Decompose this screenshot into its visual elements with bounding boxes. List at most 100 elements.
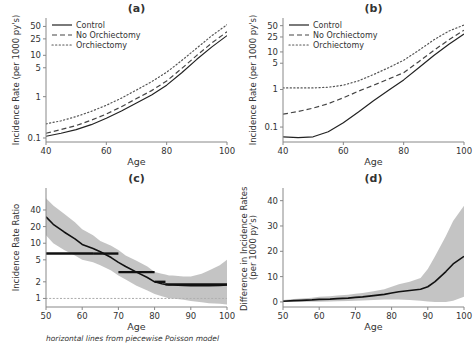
legend-label: Orchiectomy xyxy=(313,41,364,50)
confidence-band xyxy=(283,206,464,302)
panel: 0102030405060708090100(d)AgeDifference i… xyxy=(239,172,473,332)
y-tick xyxy=(280,127,283,128)
y-tick-label: 0 xyxy=(273,297,278,307)
y-tick xyxy=(43,26,46,27)
y-axis-label-line: Incidence Rate (per 1000 py's) xyxy=(11,15,21,146)
y-tick-label: 10 xyxy=(267,47,278,57)
x-tick xyxy=(46,142,47,145)
y-tick-label: 1 xyxy=(36,293,41,303)
y-tick-label: 50 xyxy=(30,21,41,31)
x-tick xyxy=(355,307,356,310)
legend-label: Control xyxy=(76,21,105,30)
x-tick xyxy=(319,307,320,310)
x-tick xyxy=(82,307,83,310)
x-tick xyxy=(154,307,155,310)
y-tick-label: 5 xyxy=(273,58,278,68)
y-tick-label: 5 xyxy=(36,63,41,73)
y-tick-label: 1 xyxy=(36,92,41,102)
x-tick xyxy=(227,142,228,145)
step-line xyxy=(93,252,118,254)
title: (a) xyxy=(128,2,145,15)
y-tick xyxy=(280,251,283,252)
x-tick-label: 40 xyxy=(41,146,52,156)
plot-area xyxy=(46,25,227,137)
x-tick xyxy=(227,307,228,310)
y-tick xyxy=(280,301,283,302)
y-tick-label: 25 xyxy=(30,34,41,44)
y-tick-label: 0.1 xyxy=(27,133,41,143)
y-tick-label: 20 xyxy=(30,222,41,232)
y-tick-label: 2 xyxy=(36,277,41,287)
x-axis-line xyxy=(46,307,227,308)
x-tick xyxy=(391,307,392,310)
title: (b) xyxy=(365,2,383,15)
y-axis-label: Difference in Incidence Rates (per 1000 … xyxy=(239,184,259,311)
legend-swatch xyxy=(289,34,309,35)
y-axis-label-line: (per 1000 py's) xyxy=(248,215,258,280)
confidence-band xyxy=(46,198,227,304)
x-tick-label: 60 xyxy=(314,311,325,321)
series-line xyxy=(46,25,227,124)
x-tick-label: 100 xyxy=(219,311,235,321)
y-tick-label: 1 xyxy=(273,84,278,94)
legend-label: Control xyxy=(313,21,342,30)
x-tick-label: 80 xyxy=(398,146,409,156)
x-axis-label: Age xyxy=(127,321,146,332)
x-tick-label: 80 xyxy=(161,146,172,156)
legend: ControlNo OrchiectomyOrchiectomy xyxy=(52,21,141,50)
y-axis-label-line: Incidence Rate Ratio xyxy=(11,204,21,292)
plot-area xyxy=(283,206,464,302)
x-tick xyxy=(343,142,344,145)
y-tick-label: 10 xyxy=(267,272,278,282)
y-axis-label: Incidence Rate (per 1000 py's) xyxy=(11,15,21,146)
x-tick-label: 70 xyxy=(113,311,124,321)
legend-label: Orchiectomy xyxy=(76,41,127,50)
plot-area xyxy=(283,25,464,138)
x-axis-label: Age xyxy=(127,156,146,167)
step-line xyxy=(155,281,166,283)
y-axis-line xyxy=(283,188,284,307)
x-tick-label: 70 xyxy=(350,311,361,321)
x-tick xyxy=(46,307,47,310)
legend-swatch xyxy=(52,24,72,25)
x-axis-label: Age xyxy=(364,156,383,167)
y-axis-label: Incidence Rate (per 1000 py's) xyxy=(248,15,258,146)
x-axis-line xyxy=(46,142,227,143)
x-tick-label: 60 xyxy=(338,146,349,156)
legend-swatch xyxy=(52,44,72,45)
x-tick xyxy=(118,307,119,310)
series-line xyxy=(283,256,464,301)
y-tick xyxy=(43,137,46,138)
y-tick-label: 50 xyxy=(267,21,278,31)
y-tick-label: 40 xyxy=(30,205,41,215)
y-tick xyxy=(43,281,46,282)
y-tick-label: 10 xyxy=(30,238,41,248)
x-tick xyxy=(427,307,428,310)
x-tick-label: 80 xyxy=(386,311,397,321)
y-tick-label: 25 xyxy=(267,32,278,42)
x-axis-label: Age xyxy=(364,321,383,332)
x-axis-line xyxy=(283,307,464,308)
x-tick xyxy=(190,307,191,310)
y-tick xyxy=(43,209,46,210)
x-tick-label: 100 xyxy=(456,146,472,156)
y-tick xyxy=(43,96,46,97)
series-line xyxy=(46,217,227,286)
y-tick xyxy=(43,298,46,299)
series-line xyxy=(283,30,464,114)
y-axis-label: Incidence Rate Ratio xyxy=(11,204,21,292)
x-tick xyxy=(464,307,465,310)
panel: 1251020405060708090100(c)AgeIncidence Ra… xyxy=(11,172,235,343)
x-tick-label: 90 xyxy=(185,311,196,321)
y-tick xyxy=(280,36,283,37)
x-tick xyxy=(403,142,404,145)
y-tick xyxy=(280,276,283,277)
x-tick-label: 90 xyxy=(422,311,433,321)
x-axis-line xyxy=(283,142,464,143)
x-tick-label: 100 xyxy=(456,311,472,321)
x-tick-label: 60 xyxy=(101,146,112,156)
series-line xyxy=(46,36,227,137)
y-tick xyxy=(280,225,283,226)
series-line xyxy=(283,34,464,138)
y-tick xyxy=(43,38,46,39)
